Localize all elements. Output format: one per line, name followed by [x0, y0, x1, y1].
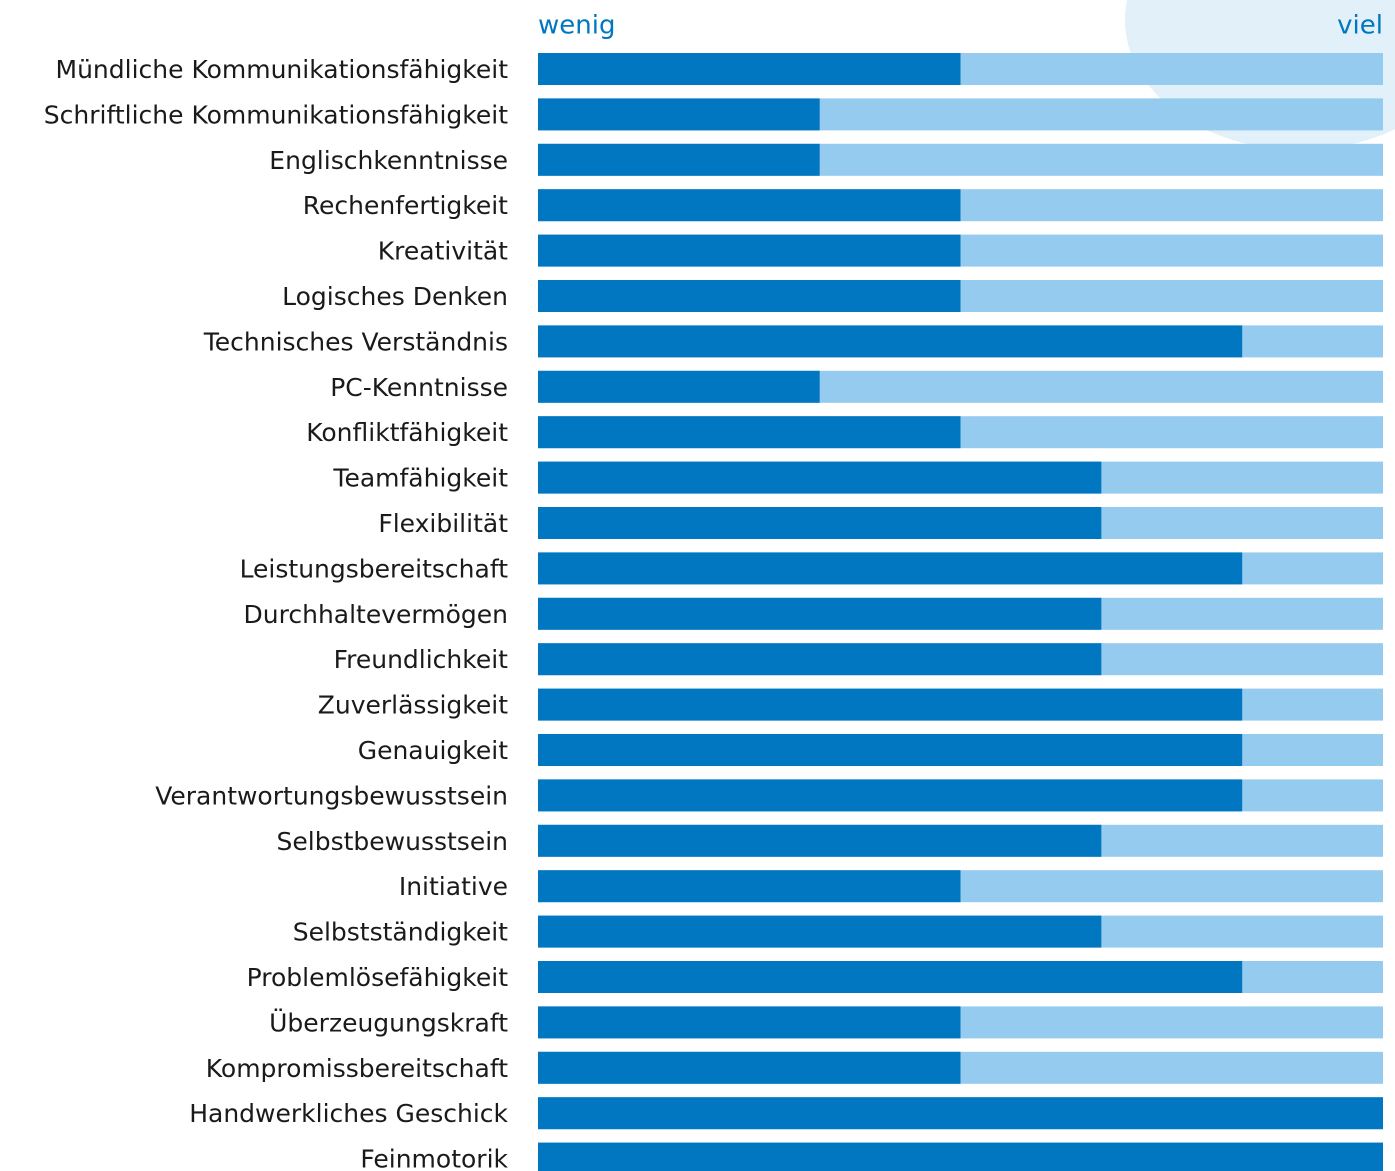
category-label: Selbstbewusstsein	[277, 827, 508, 856]
x-tick-label: wenig	[538, 11, 615, 41]
bar	[538, 870, 961, 902]
category-label: Logisches Denken	[282, 282, 508, 311]
category-label: Kreativität	[378, 237, 508, 266]
category-label: Konfliktfähigkeit	[306, 418, 508, 447]
category-label: Problemlösefähigkeit	[247, 963, 509, 992]
category-label: PC-Kenntnisse	[330, 373, 508, 402]
bar	[538, 325, 1242, 357]
bar	[538, 371, 820, 403]
bar	[538, 189, 961, 221]
bar	[538, 1006, 961, 1038]
bar	[538, 462, 1101, 494]
bar	[538, 1143, 1383, 1171]
category-label: Teamfähigkeit	[332, 464, 508, 493]
bar	[538, 1052, 961, 1084]
category-label: Initiative	[399, 872, 508, 901]
chart: wenig viel Mündliche Kommunikationsfähigke…	[0, 0, 1395, 1171]
category-label: Durchhaltevermögen	[244, 600, 508, 629]
bar	[538, 53, 961, 85]
bar	[538, 961, 1242, 993]
bar	[538, 598, 1101, 630]
category-label: Schriftliche Kommunikationsfähigkeit	[44, 100, 508, 129]
bar	[538, 734, 1242, 766]
category-label: Mündliche Kommunikationsfähigkeit	[56, 55, 509, 84]
category-label: Freundlichkeit	[334, 645, 509, 674]
bar	[538, 643, 1101, 675]
category-label: Kompromissbereitschaft	[206, 1054, 508, 1083]
category-label: Feinmotorik	[360, 1145, 508, 1171]
bar	[538, 280, 961, 312]
bar	[538, 552, 1242, 584]
bar	[538, 825, 1101, 857]
category-label: Überzeugungskraft	[269, 1008, 508, 1037]
category-label: Flexibilität	[378, 509, 508, 538]
bar	[538, 235, 961, 267]
category-label: Selbstständigkeit	[293, 918, 508, 947]
bar	[538, 507, 1101, 539]
bar	[538, 144, 820, 176]
category-label: Genauigkeit	[358, 736, 508, 765]
category-label: Verantwortungsbewusstsein	[155, 781, 508, 810]
category-label: Zuverlässigkeit	[318, 691, 508, 720]
category-label: Technisches Verständnis	[203, 327, 508, 356]
bar	[538, 416, 961, 448]
x-tick-label: viel	[1337, 11, 1383, 41]
bar	[538, 98, 820, 130]
bar	[538, 916, 1101, 948]
category-label: Englischkenntnisse	[269, 146, 508, 175]
category-label: Leistungsbereitschaft	[240, 554, 509, 583]
bar	[538, 779, 1242, 811]
bar	[538, 689, 1242, 721]
bar	[538, 1097, 1383, 1129]
category-label: Rechenfertigkeit	[303, 191, 508, 220]
category-label: Handwerkliches Geschick	[189, 1099, 508, 1128]
